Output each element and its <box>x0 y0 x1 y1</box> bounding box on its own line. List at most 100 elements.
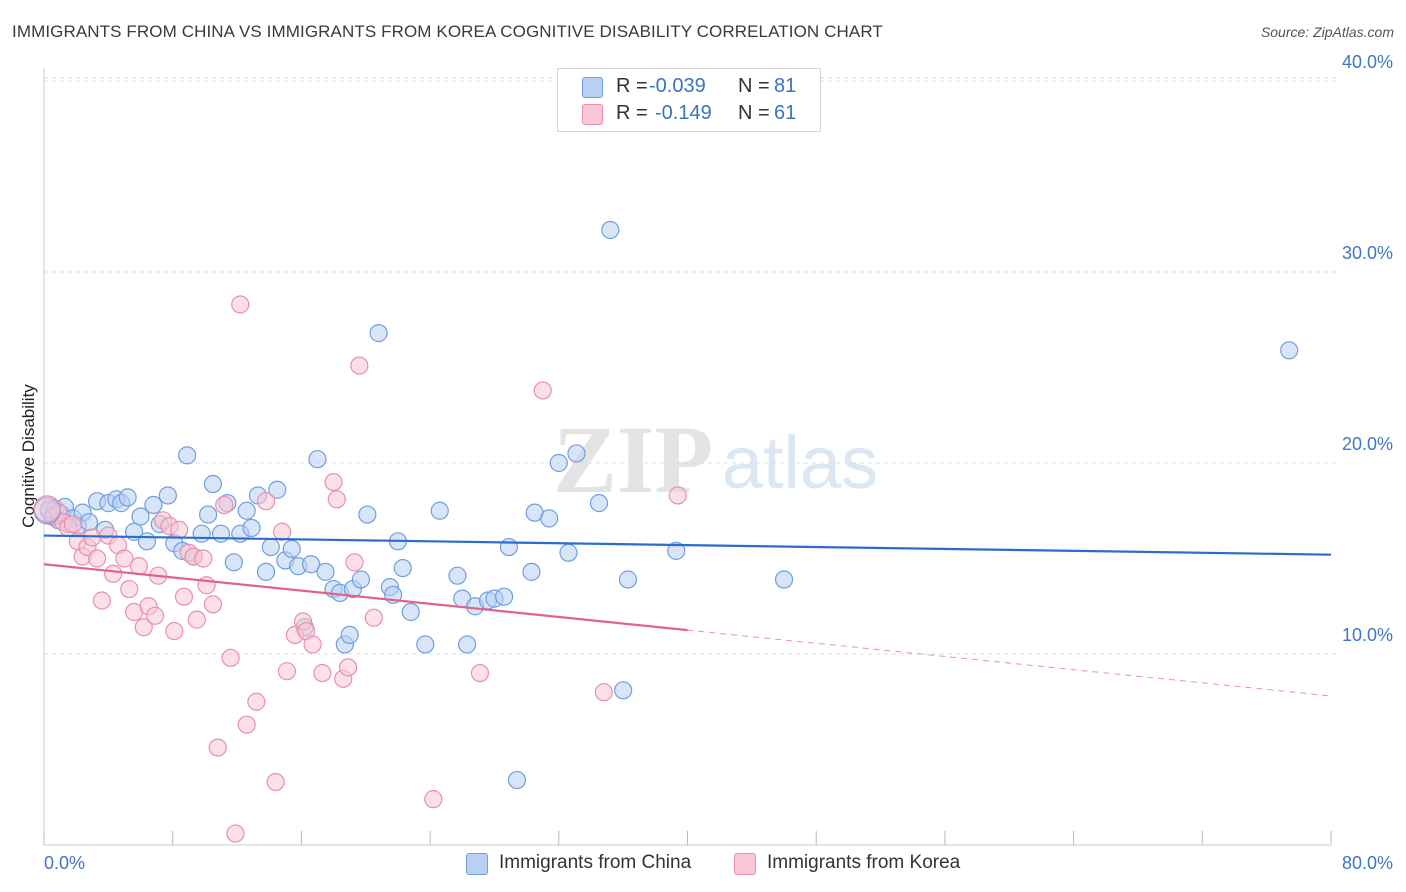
point-korea <box>174 587 194 606</box>
point-china <box>256 562 276 581</box>
trend-line-dashed-korea <box>687 629 1332 697</box>
source-label: Source: ZipAtlas.com <box>1260 24 1394 40</box>
point-korea <box>266 772 285 792</box>
y-tick-label: 40.0% <box>1342 52 1393 72</box>
point-china <box>351 570 371 589</box>
point-china <box>158 486 177 505</box>
point-china <box>549 453 568 473</box>
y-tick-label: 10.0% <box>1342 625 1393 645</box>
point-korea <box>533 381 552 400</box>
point-cluster-korea <box>33 495 61 523</box>
x-tick-label-max: 80.0% <box>1342 853 1393 873</box>
legend-n-label: N = <box>738 102 770 124</box>
bottom-legend-label-china: Immigrants from China <box>499 852 692 873</box>
point-china <box>261 537 280 557</box>
point-china <box>448 566 467 585</box>
point-china <box>192 524 211 543</box>
point-china <box>211 524 231 543</box>
bottom-legend-swatch-korea <box>734 853 756 875</box>
point-korea <box>134 618 153 637</box>
point-china <box>369 324 388 343</box>
point-china <box>316 562 335 581</box>
point-china <box>614 681 633 700</box>
trend-line-china <box>43 534 1332 556</box>
point-china <box>144 495 163 515</box>
bottom-legend-label-korea: Immigrants from Korea <box>767 852 961 873</box>
point-korea <box>313 663 332 683</box>
point-korea <box>350 356 369 375</box>
point-korea <box>145 606 165 625</box>
point-china <box>282 539 301 559</box>
point-china <box>458 635 477 654</box>
point-china <box>79 513 99 532</box>
legend-r-label: R = <box>616 102 648 124</box>
point-korea <box>327 490 346 509</box>
point-china <box>308 450 327 469</box>
point-korea <box>226 824 245 843</box>
point-korea <box>247 692 266 711</box>
point-korea <box>364 608 383 627</box>
chart-title: IMMIGRANTS FROM CHINA VS IMMIGRANTS FROM… <box>12 22 883 41</box>
point-china <box>522 562 541 581</box>
point-china <box>430 501 449 520</box>
point-china <box>340 625 359 645</box>
point-china <box>203 474 223 494</box>
point-china <box>507 770 527 790</box>
point-korea <box>203 595 223 614</box>
trend-line-korea <box>43 563 688 632</box>
legend-r-value-korea: -0.149 <box>655 102 712 124</box>
point-china <box>224 553 243 572</box>
point-korea <box>194 549 213 568</box>
point-china <box>667 541 686 560</box>
point-korea <box>63 515 83 534</box>
point-china <box>774 570 794 589</box>
point-china <box>1280 341 1299 360</box>
point-korea <box>594 683 613 702</box>
stats-legend: R = -0.039 N = 81 R = -0.149 N = 61 <box>557 68 821 132</box>
point-china <box>237 501 256 520</box>
y-tick-label: 20.0% <box>1342 434 1393 454</box>
point-china <box>495 587 514 606</box>
point-korea <box>83 528 102 547</box>
point-korea <box>277 662 297 681</box>
point-china <box>567 444 586 463</box>
point-korea <box>231 295 250 314</box>
point-china <box>178 446 197 465</box>
point-china <box>137 532 157 551</box>
point-korea <box>256 492 276 511</box>
point-china <box>198 505 218 524</box>
point-korea <box>668 486 687 505</box>
legend-swatch-china <box>582 77 603 98</box>
point-korea <box>115 549 134 568</box>
point-china <box>358 505 377 524</box>
point-china <box>540 509 559 528</box>
legend-n-label: N = <box>738 75 770 97</box>
point-china <box>242 518 261 538</box>
point-korea <box>187 610 206 629</box>
point-china <box>118 488 137 507</box>
point-korea <box>208 738 227 757</box>
point-china <box>268 480 287 499</box>
point-korea <box>165 621 184 641</box>
point-china <box>131 507 150 526</box>
point-korea <box>324 473 343 492</box>
legend-r-label: R = <box>616 75 648 97</box>
point-korea <box>272 522 292 541</box>
point-china <box>393 558 412 578</box>
point-korea <box>129 557 149 576</box>
point-korea <box>345 553 364 572</box>
point-korea <box>303 635 322 654</box>
point-china <box>416 635 435 654</box>
point-korea <box>170 520 189 539</box>
point-china <box>601 220 620 240</box>
legend-n-value-korea: 61 <box>774 102 797 124</box>
y-axis-label: Cognitive Disability <box>19 384 38 528</box>
point-china <box>401 602 420 622</box>
legend-n-value-china: 81 <box>774 75 797 97</box>
point-china <box>618 570 638 589</box>
y-tick-label: 30.0% <box>1342 243 1393 263</box>
point-china <box>499 537 519 557</box>
point-china <box>589 494 609 513</box>
bottom-legend-swatch-china <box>466 853 488 875</box>
